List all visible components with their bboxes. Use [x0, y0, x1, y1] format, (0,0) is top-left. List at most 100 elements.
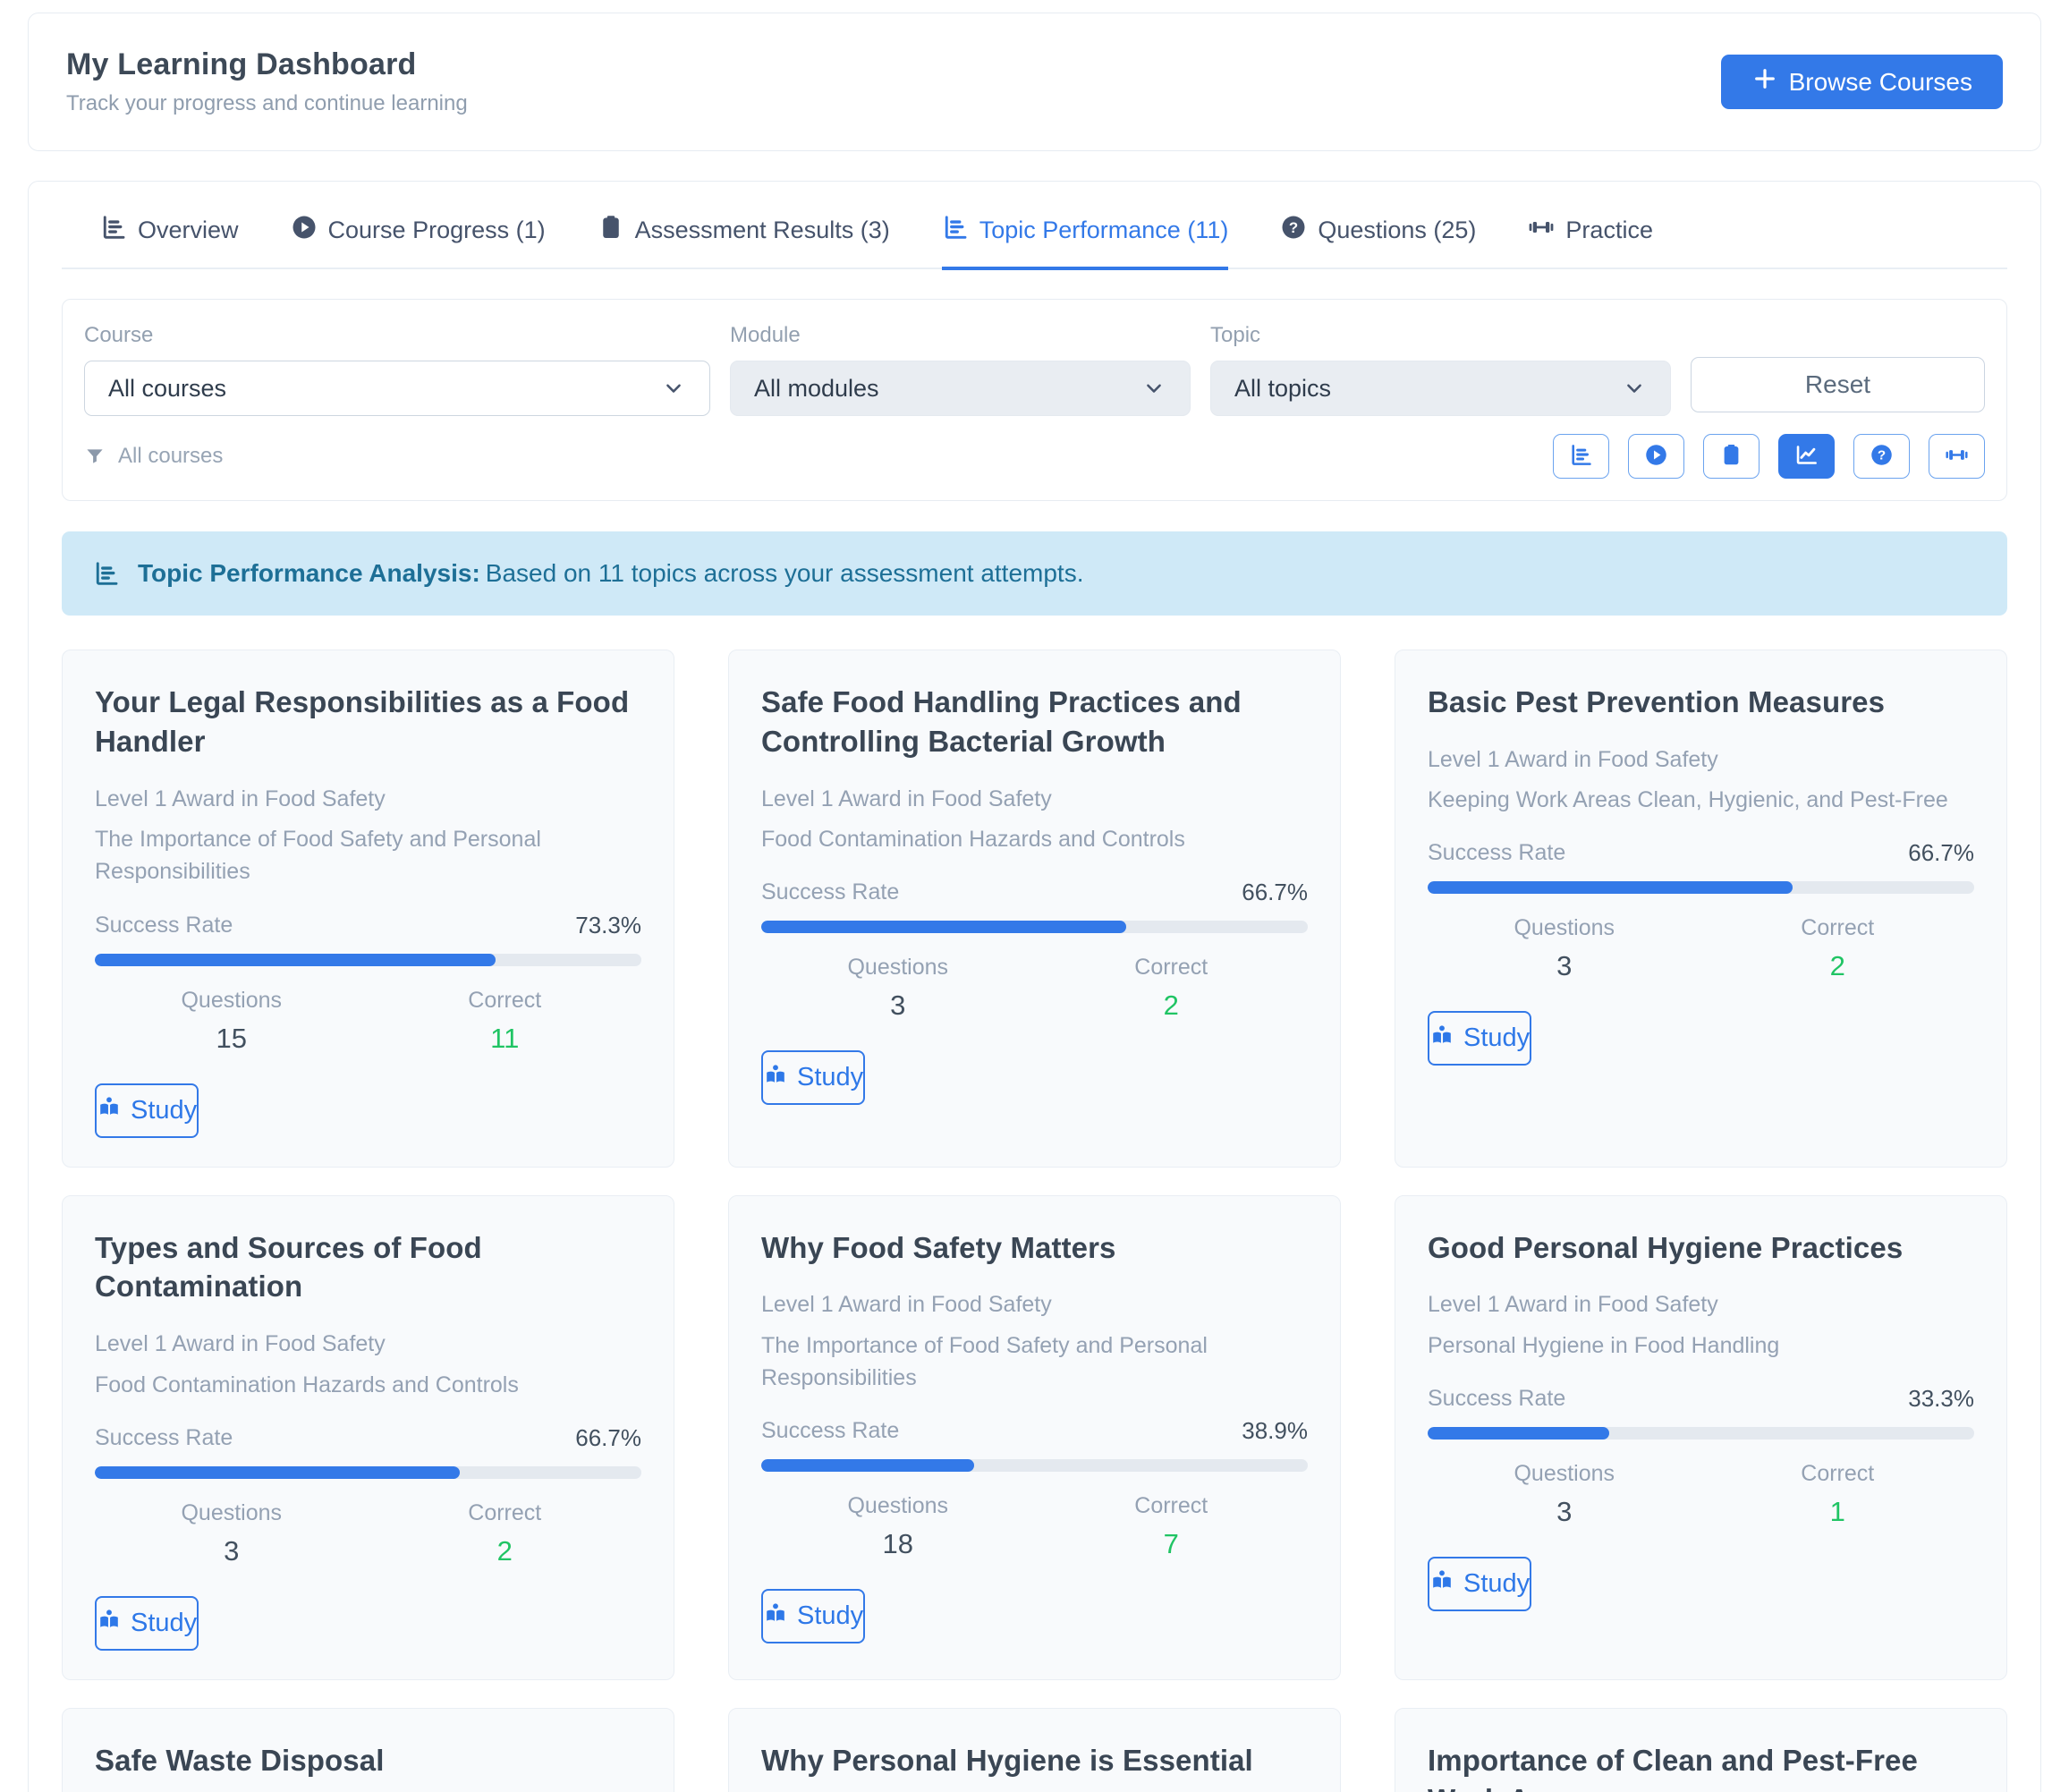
questions-value: 3 [224, 1534, 240, 1567]
correct-label: Correct [1134, 1493, 1208, 1519]
reset-filters-button[interactable]: Reset [1691, 357, 1985, 412]
tab-bar: Overview Course Progress (1) Assessment … [62, 214, 2007, 270]
success-rate-progress-fill [95, 1465, 460, 1479]
correct-value: 2 [1163, 989, 1179, 1022]
correct-value: 7 [1163, 1528, 1179, 1560]
plus-icon [1751, 65, 1778, 98]
questions-value: 3 [1556, 950, 1573, 982]
module-filter-label: Module [730, 323, 801, 347]
clipboard-check-icon [598, 214, 624, 247]
study-button[interactable]: Study [1428, 1556, 1532, 1611]
chevron-down-icon [1141, 376, 1166, 401]
book-reader-icon [763, 1062, 788, 1094]
correct-value: 2 [496, 1534, 513, 1567]
study-button-label: Study [131, 1608, 198, 1637]
study-button-label: Study [797, 1601, 864, 1631]
success-rate-label: Success Rate [1428, 1385, 1566, 1411]
correct-label: Correct [468, 987, 542, 1013]
topic-card-course: Level 1 Award in Food Safety [1428, 1292, 1718, 1318]
topic-card-course: Level 1 Award in Food Safety [761, 1292, 1052, 1318]
course-filter-group: Course All courses [84, 323, 710, 416]
tab-overview[interactable]: Overview [100, 214, 239, 270]
success-rate-value: 66.7% [1242, 879, 1308, 906]
svg-text:?: ? [1289, 219, 1298, 236]
study-button[interactable]: Study [95, 1083, 199, 1138]
topic-card-title: Your Legal Responsibilities as a Food Ha… [95, 685, 630, 758]
success-rate-label: Success Rate [95, 1424, 233, 1450]
tab-course-progress-1[interactable]: Course Progress (1) [291, 214, 546, 270]
topic-card: Importance of Clean and Pest-Free Work A… [1395, 1707, 2007, 1792]
questions-value: 15 [216, 1022, 247, 1054]
topic-card: Basic Pest Prevention Measures Level 1 A… [1395, 650, 2007, 1168]
success-rate-progress-fill [761, 921, 1126, 934]
questions-value: 3 [1556, 1495, 1573, 1527]
dumbbell-icon [1945, 443, 1969, 470]
topic-card-module: The Importance of Food Safety and Person… [761, 1332, 1208, 1390]
topic-card-title: Good Personal Hygiene Practices [1428, 1230, 1904, 1264]
funnel-icon [84, 446, 106, 467]
questions-value: 18 [882, 1528, 913, 1560]
tab-topic-performance-11[interactable]: Topic Performance (11) [941, 214, 1229, 270]
study-button[interactable]: Study [95, 1595, 199, 1651]
browse-courses-button[interactable]: Browse Courses [1720, 55, 2003, 109]
correct-stat: Correct 2 [1035, 955, 1309, 1022]
topic-cards-grid: Your Legal Responsibilities as a Food Ha… [62, 650, 2007, 1792]
success-rate-value: 33.3% [1908, 1384, 1974, 1412]
browse-courses-label: Browse Courses [1788, 67, 1972, 96]
banner-title: Topic Performance Analysis: [138, 559, 480, 587]
questions-value: 3 [890, 989, 906, 1022]
topic-card-title: Basic Pest Prevention Measures [1428, 685, 1886, 718]
study-button[interactable]: Study [1428, 1011, 1532, 1066]
course-select[interactable]: All courses [84, 361, 710, 416]
success-rate-value: 38.9% [1242, 1417, 1308, 1445]
play-circle-icon [1644, 443, 1668, 470]
topic-card-module: Food Contamination Hazards and Controls [761, 827, 1185, 852]
view-toggle-button[interactable] [1628, 434, 1684, 479]
tab-practice[interactable]: Practice [1528, 214, 1653, 270]
banner-text: Topic Performance Analysis: Based on 11 t… [138, 559, 1084, 588]
reset-filter-group: Reset [1691, 323, 1985, 416]
active-filter-label: All courses [118, 444, 224, 468]
view-toggle-button[interactable] [1553, 434, 1609, 479]
view-toggle-button[interactable] [1929, 434, 1985, 479]
study-button[interactable]: Study [761, 1589, 866, 1644]
correct-label: Correct [1134, 955, 1208, 981]
success-rate-progressbar [1428, 1426, 1974, 1440]
tab-assessment-results-3[interactable]: Assessment Results (3) [598, 214, 890, 270]
questions-stat: Questions 3 [1428, 1461, 1701, 1528]
bar-chart-icon [93, 560, 120, 587]
module-select[interactable]: All modules [730, 361, 1191, 416]
book-reader-icon [763, 1601, 788, 1633]
view-toggle-button[interactable] [1703, 434, 1759, 479]
active-filter-chip: All courses [84, 444, 223, 469]
book-reader-icon [97, 1094, 122, 1126]
topic-select[interactable]: All topics [1210, 361, 1671, 416]
success-rate-label: Success Rate [95, 912, 233, 938]
topic-card: Safe Food Handling Practices and Control… [728, 650, 1341, 1168]
success-rate-progressbar [1428, 881, 1974, 895]
study-button[interactable]: Study [761, 1050, 866, 1106]
success-rate-progress-fill [1428, 1426, 1610, 1440]
success-rate-progressbar [761, 921, 1308, 934]
questions-stat: Questions 3 [95, 1500, 369, 1567]
success-rate-progressbar [95, 1465, 641, 1479]
page-title: My Learning Dashboard [66, 47, 417, 81]
book-reader-icon [1429, 1023, 1454, 1055]
topic-card: Good Personal Hygiene Practices Level 1 … [1395, 1194, 2007, 1680]
topic-card-course: Level 1 Award in Food Safety [95, 1331, 386, 1357]
questions-label: Questions [847, 1493, 949, 1519]
view-toggle-button[interactable]: ? [1853, 434, 1910, 479]
tab-questions-25[interactable]: ? Questions (25) [1280, 214, 1476, 270]
dashboard-main-panel: Overview Course Progress (1) Assessment … [28, 181, 2041, 1792]
success-rate-progress-fill [95, 953, 496, 966]
header-text: My Learning Dashboard Track your progres… [66, 47, 468, 116]
correct-stat: Correct 2 [369, 1500, 642, 1567]
topic-card-title: Why Food Safety Matters [761, 1230, 1116, 1264]
clipboard-check-icon [1719, 443, 1743, 470]
topic-card-metrics: Success Rate 66.7% Questions 3 Correct 2… [95, 1401, 641, 1651]
correct-stat: Correct 11 [369, 988, 642, 1055]
study-button-label: Study [797, 1063, 864, 1092]
topic-select-value: All topics [1234, 374, 1332, 402]
success-rate-label: Success Rate [761, 879, 900, 905]
view-toggle-button[interactable] [1778, 434, 1835, 479]
